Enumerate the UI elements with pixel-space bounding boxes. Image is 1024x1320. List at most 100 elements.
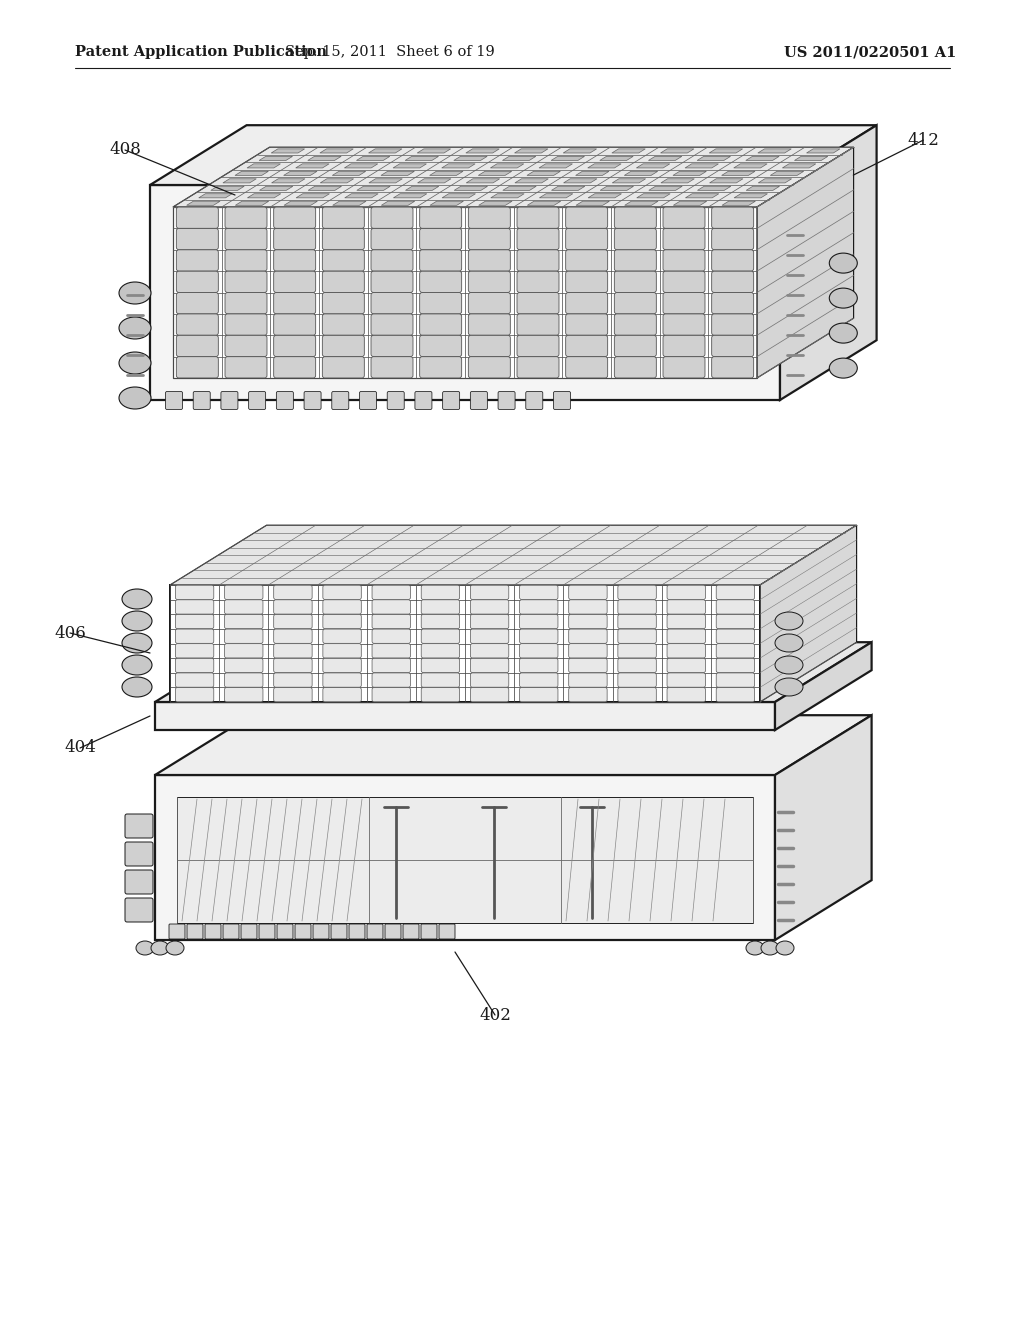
Polygon shape: [441, 164, 475, 168]
Ellipse shape: [775, 612, 803, 630]
Polygon shape: [236, 201, 268, 206]
Polygon shape: [588, 164, 622, 168]
Polygon shape: [155, 643, 871, 702]
Text: 404: 404: [65, 739, 96, 756]
FancyBboxPatch shape: [323, 688, 361, 702]
FancyBboxPatch shape: [273, 585, 312, 599]
Polygon shape: [625, 172, 657, 176]
FancyBboxPatch shape: [568, 644, 607, 657]
FancyBboxPatch shape: [176, 271, 218, 293]
FancyBboxPatch shape: [371, 249, 413, 271]
FancyBboxPatch shape: [273, 271, 315, 293]
Text: Fig. 6A: Fig. 6A: [460, 173, 564, 198]
Polygon shape: [722, 201, 756, 206]
FancyBboxPatch shape: [667, 599, 706, 614]
Text: Patent Application Publication: Patent Application Publication: [75, 45, 327, 59]
Polygon shape: [770, 172, 804, 176]
FancyBboxPatch shape: [617, 630, 656, 643]
Text: 412: 412: [907, 132, 939, 149]
Polygon shape: [563, 149, 597, 153]
FancyBboxPatch shape: [273, 599, 312, 614]
Polygon shape: [418, 178, 451, 183]
Polygon shape: [612, 149, 645, 153]
Polygon shape: [539, 164, 572, 168]
FancyBboxPatch shape: [498, 392, 515, 409]
Polygon shape: [155, 702, 775, 730]
FancyBboxPatch shape: [273, 644, 312, 657]
Ellipse shape: [119, 282, 151, 304]
FancyBboxPatch shape: [273, 659, 312, 673]
FancyBboxPatch shape: [712, 249, 754, 271]
FancyBboxPatch shape: [225, 356, 267, 378]
FancyBboxPatch shape: [273, 356, 315, 378]
FancyBboxPatch shape: [565, 335, 607, 356]
Polygon shape: [710, 149, 742, 153]
Polygon shape: [150, 185, 780, 400]
FancyBboxPatch shape: [371, 314, 413, 335]
FancyBboxPatch shape: [565, 228, 607, 249]
FancyBboxPatch shape: [166, 392, 182, 409]
FancyBboxPatch shape: [273, 228, 315, 249]
Polygon shape: [155, 715, 871, 775]
FancyBboxPatch shape: [716, 585, 755, 599]
Polygon shape: [612, 178, 646, 183]
Text: 402: 402: [479, 1006, 511, 1023]
FancyBboxPatch shape: [614, 271, 656, 293]
FancyBboxPatch shape: [273, 630, 312, 643]
FancyBboxPatch shape: [175, 644, 214, 657]
FancyBboxPatch shape: [176, 356, 218, 378]
FancyBboxPatch shape: [205, 924, 221, 939]
FancyBboxPatch shape: [187, 924, 203, 939]
FancyBboxPatch shape: [663, 249, 705, 271]
Polygon shape: [746, 186, 779, 190]
FancyBboxPatch shape: [225, 271, 267, 293]
FancyBboxPatch shape: [517, 314, 559, 335]
FancyBboxPatch shape: [367, 924, 383, 939]
Ellipse shape: [119, 317, 151, 339]
Polygon shape: [551, 156, 585, 161]
FancyBboxPatch shape: [175, 688, 214, 702]
FancyBboxPatch shape: [323, 228, 365, 249]
FancyBboxPatch shape: [470, 599, 509, 614]
FancyBboxPatch shape: [421, 644, 460, 657]
FancyBboxPatch shape: [468, 249, 510, 271]
FancyBboxPatch shape: [667, 673, 706, 688]
FancyBboxPatch shape: [175, 614, 214, 628]
Polygon shape: [757, 148, 854, 378]
FancyBboxPatch shape: [415, 392, 432, 409]
FancyBboxPatch shape: [716, 630, 755, 643]
FancyBboxPatch shape: [371, 293, 413, 314]
FancyBboxPatch shape: [716, 673, 755, 688]
FancyBboxPatch shape: [259, 924, 275, 939]
FancyBboxPatch shape: [273, 314, 315, 335]
Polygon shape: [356, 156, 390, 161]
FancyBboxPatch shape: [519, 614, 558, 628]
FancyBboxPatch shape: [667, 659, 706, 673]
FancyBboxPatch shape: [519, 599, 558, 614]
FancyBboxPatch shape: [223, 924, 239, 939]
Polygon shape: [442, 194, 475, 198]
FancyBboxPatch shape: [304, 392, 322, 409]
Polygon shape: [284, 201, 317, 206]
Ellipse shape: [136, 941, 154, 954]
FancyBboxPatch shape: [468, 228, 510, 249]
FancyBboxPatch shape: [323, 356, 365, 378]
FancyBboxPatch shape: [716, 644, 755, 657]
Polygon shape: [173, 207, 757, 378]
FancyBboxPatch shape: [169, 924, 185, 939]
Polygon shape: [575, 172, 609, 176]
Ellipse shape: [119, 352, 151, 374]
FancyBboxPatch shape: [565, 314, 607, 335]
Polygon shape: [248, 194, 281, 198]
FancyBboxPatch shape: [519, 585, 558, 599]
Polygon shape: [406, 186, 439, 190]
Polygon shape: [417, 149, 451, 153]
FancyBboxPatch shape: [617, 614, 656, 628]
FancyBboxPatch shape: [176, 314, 218, 335]
Polygon shape: [760, 525, 857, 702]
FancyBboxPatch shape: [323, 293, 365, 314]
FancyBboxPatch shape: [372, 585, 411, 599]
FancyBboxPatch shape: [224, 688, 263, 702]
FancyBboxPatch shape: [371, 356, 413, 378]
FancyBboxPatch shape: [323, 207, 365, 228]
